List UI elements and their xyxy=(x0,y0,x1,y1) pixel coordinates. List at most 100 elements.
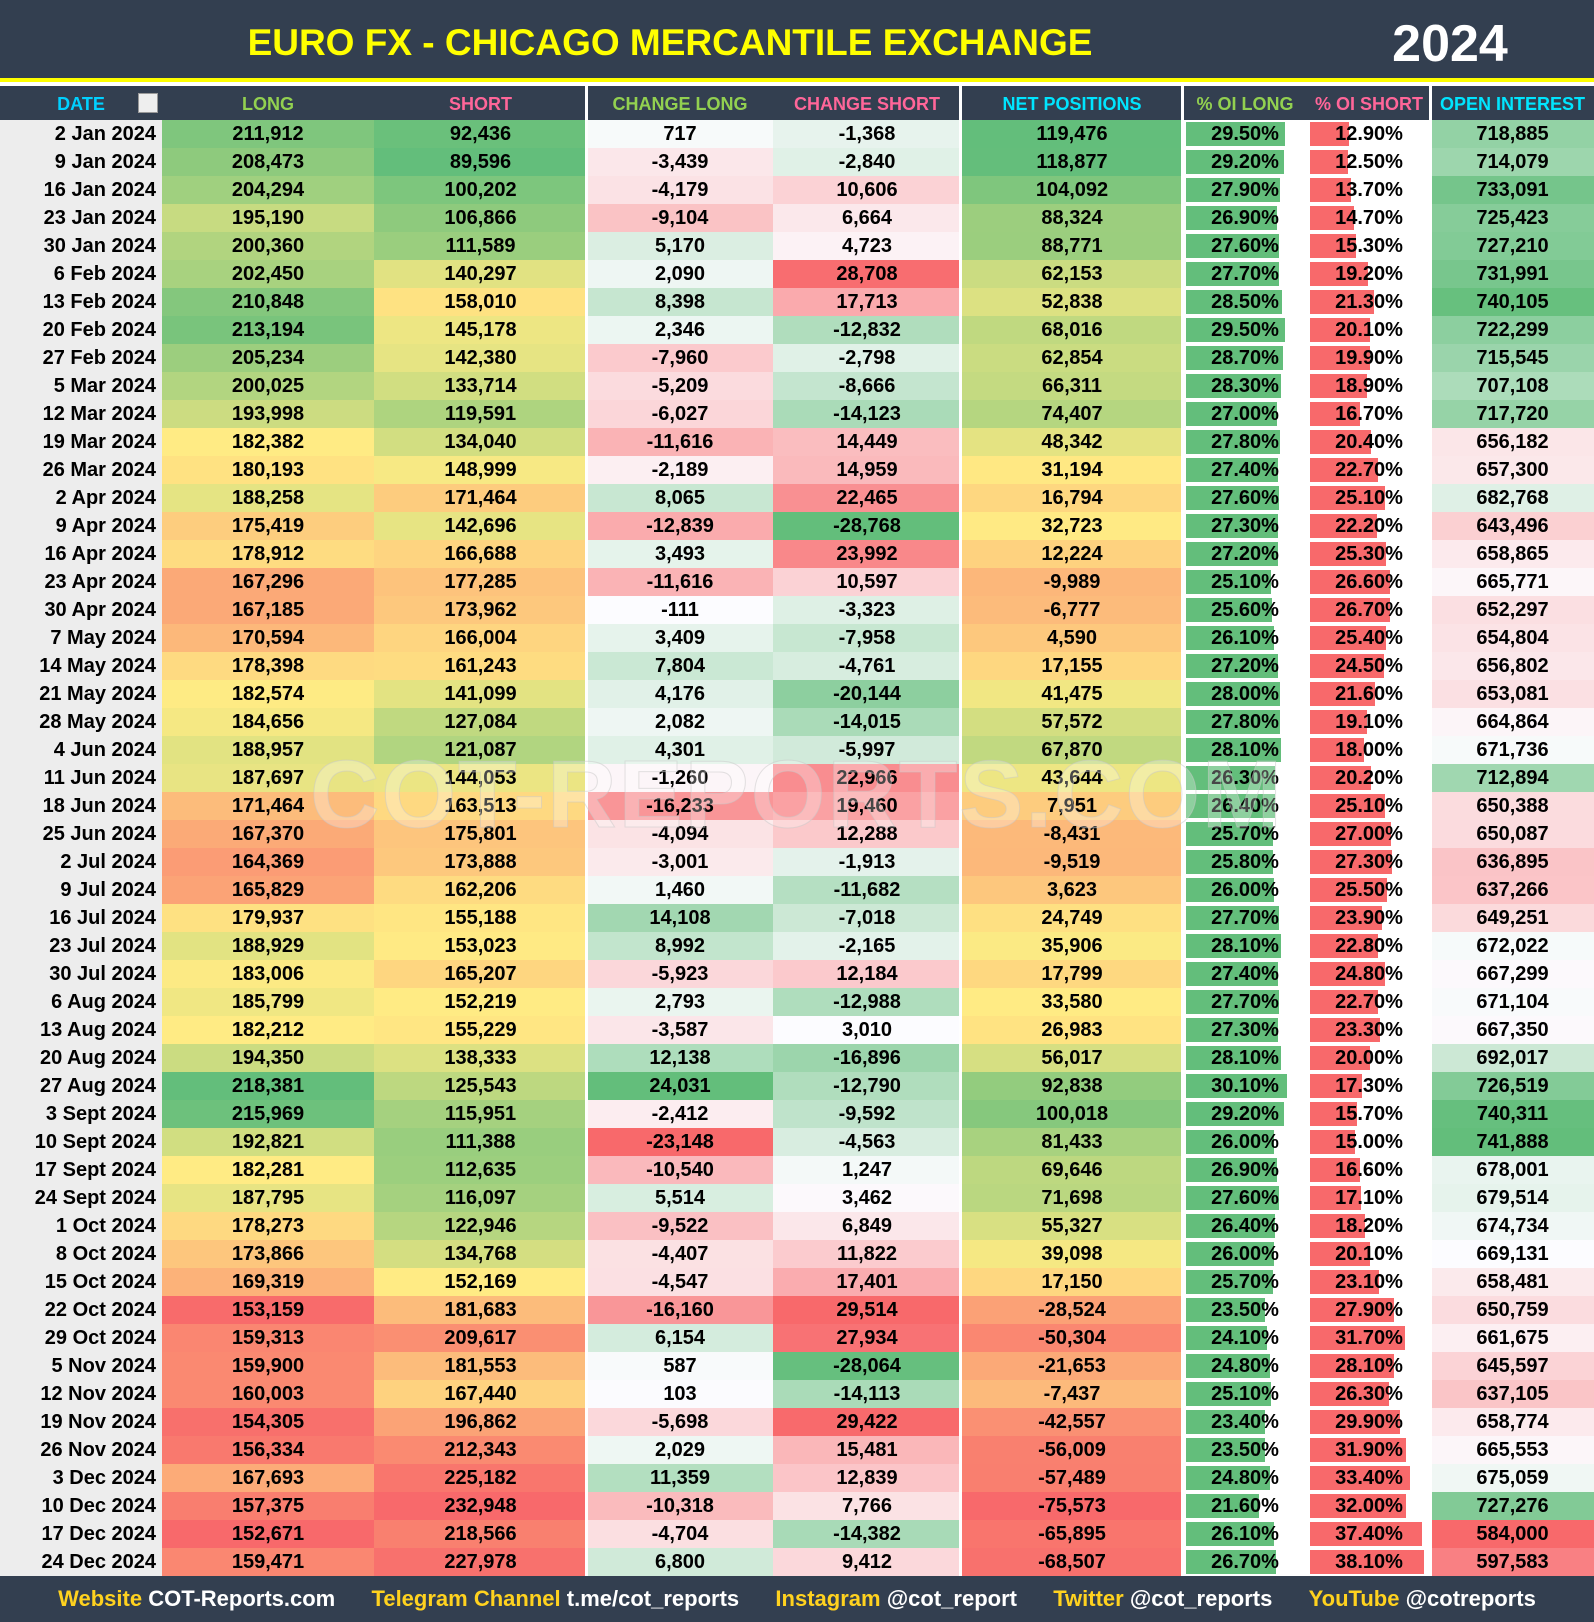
oi-short-bar xyxy=(1310,150,1348,174)
column-header: DATE xyxy=(57,94,105,114)
value-cell: 669,131 xyxy=(1431,1240,1594,1268)
oi-short-bar xyxy=(1310,710,1368,734)
oi-short-bar xyxy=(1310,906,1382,930)
value-cell: 652,297 xyxy=(1431,596,1594,624)
oi-long-bar xyxy=(1186,1158,1277,1182)
oi-short-bar xyxy=(1310,1382,1389,1406)
value-cell: 727,276 xyxy=(1431,1492,1594,1520)
value-cell: 26.10% xyxy=(1211,627,1279,649)
value-cell: 178,398 xyxy=(162,652,374,680)
value-cell: -3,323 xyxy=(773,596,961,624)
value-cell: 178,912 xyxy=(162,540,374,568)
value-cell: -11,682 xyxy=(773,876,961,904)
value-cell: 650,087 xyxy=(1431,820,1594,848)
value-cell: 28.10% xyxy=(1211,1047,1279,1069)
value-cell: 26.90% xyxy=(1211,1159,1279,1181)
value-cell: 656,802 xyxy=(1431,652,1594,680)
footer-item[interactable]: Twitter @cot_reports xyxy=(1053,1586,1272,1612)
oi-long-bar xyxy=(1186,1074,1288,1098)
value-cell: 27.90% xyxy=(1211,179,1279,201)
value-cell: -75,573 xyxy=(961,1492,1183,1520)
value-cell: 145,178 xyxy=(374,316,587,344)
value-cell: 119,476 xyxy=(961,120,1183,148)
value-cell: 185,799 xyxy=(162,988,374,1016)
value-cell: 178,273 xyxy=(162,1212,374,1240)
date-cell: 23 Jan 2024 xyxy=(0,204,162,232)
value-cell: 25.70% xyxy=(1211,823,1279,845)
value-cell: 193,998 xyxy=(162,400,374,428)
value-cell: -9,519 xyxy=(961,848,1183,876)
value-cell: -111 xyxy=(587,596,773,624)
value-cell: -5,698 xyxy=(587,1408,773,1436)
value-cell: 678,001 xyxy=(1431,1156,1594,1184)
value-cell: -28,768 xyxy=(773,512,961,540)
oi-short-bar xyxy=(1310,1410,1400,1434)
date-cell: 7 May 2024 xyxy=(0,624,162,652)
footer-item[interactable]: Website COT-Reports.com xyxy=(58,1586,335,1612)
value-cell: -6,777 xyxy=(961,596,1183,624)
value-cell: 22,966 xyxy=(773,764,961,792)
value-cell: 31,194 xyxy=(961,456,1183,484)
footer-item[interactable]: YouTube @cotreports xyxy=(1309,1586,1536,1612)
oi-long-bar xyxy=(1186,1550,1277,1574)
value-cell: 5,514 xyxy=(587,1184,773,1212)
oi-long-bar xyxy=(1186,206,1277,230)
footer-value: COT-Reports.com xyxy=(148,1586,336,1611)
oi-long-bar xyxy=(1186,318,1286,342)
date-cell: 17 Sept 2024 xyxy=(0,1156,162,1184)
value-cell: 8,065 xyxy=(587,484,773,512)
oi-short-bar xyxy=(1310,318,1371,342)
footer-item[interactable]: Telegram Channel t.me/cot_reports xyxy=(372,1586,740,1612)
value-cell: 4,176 xyxy=(587,680,773,708)
value-cell: -5,209 xyxy=(587,372,773,400)
value-cell: 12,288 xyxy=(773,820,961,848)
value-cell: 200,360 xyxy=(162,232,374,260)
oi-short-bar xyxy=(1310,402,1361,426)
value-cell: 722,299 xyxy=(1431,316,1594,344)
date-cell: 22 Oct 2024 xyxy=(0,1296,162,1324)
date-cell: 13 Feb 2024 xyxy=(0,288,162,316)
value-cell: 169,319 xyxy=(162,1268,374,1296)
value-cell: 23.50% xyxy=(1211,1299,1279,1321)
value-cell: 23.30% xyxy=(1335,1019,1403,1041)
value-cell: -12,839 xyxy=(587,512,773,540)
value-cell: -2,840 xyxy=(773,148,961,176)
filter-button[interactable] xyxy=(138,93,158,113)
value-cell: 26.00% xyxy=(1211,1243,1279,1265)
value-cell: 17.30% xyxy=(1335,1075,1403,1097)
value-cell: 21.60% xyxy=(1335,683,1403,705)
value-cell: 211,912 xyxy=(162,120,374,148)
value-cell: 637,105 xyxy=(1431,1380,1594,1408)
date-cell: 19 Nov 2024 xyxy=(0,1408,162,1436)
value-cell: 717,720 xyxy=(1431,400,1594,428)
date-cell: 15 Oct 2024 xyxy=(0,1268,162,1296)
value-cell: 103 xyxy=(587,1380,773,1408)
value-cell: 29.50% xyxy=(1211,319,1279,341)
footer-value: @cot_report xyxy=(886,1586,1017,1611)
value-cell: 661,675 xyxy=(1431,1324,1594,1352)
date-cell: 24 Dec 2024 xyxy=(0,1548,162,1576)
value-cell: 27.30% xyxy=(1211,515,1279,537)
value-cell: 57,572 xyxy=(961,708,1183,736)
value-cell: 142,380 xyxy=(374,344,587,372)
value-cell: 152,169 xyxy=(374,1268,587,1296)
value-cell: 18.90% xyxy=(1335,375,1403,397)
footer-item[interactable]: Instagram @cot_report xyxy=(775,1586,1017,1612)
value-cell: 175,419 xyxy=(162,512,374,540)
oi-long-bar xyxy=(1186,542,1278,566)
oi-long-bar xyxy=(1186,514,1279,538)
value-cell: 134,768 xyxy=(374,1240,587,1268)
value-cell: 37.40% xyxy=(1335,1523,1403,1545)
value-cell: 16.70% xyxy=(1335,403,1403,425)
value-cell: 17,713 xyxy=(773,288,961,316)
value-cell: 182,574 xyxy=(162,680,374,708)
value-cell: 118,877 xyxy=(961,148,1183,176)
value-cell: 74,407 xyxy=(961,400,1183,428)
value-cell: 20.10% xyxy=(1335,319,1403,341)
value-cell: 22.80% xyxy=(1335,935,1403,957)
value-cell: 2,346 xyxy=(587,316,773,344)
oi-long-bar xyxy=(1186,1494,1259,1518)
date-cell: 30 Apr 2024 xyxy=(0,596,162,624)
value-cell: 159,313 xyxy=(162,1324,374,1352)
value-cell: 187,795 xyxy=(162,1184,374,1212)
